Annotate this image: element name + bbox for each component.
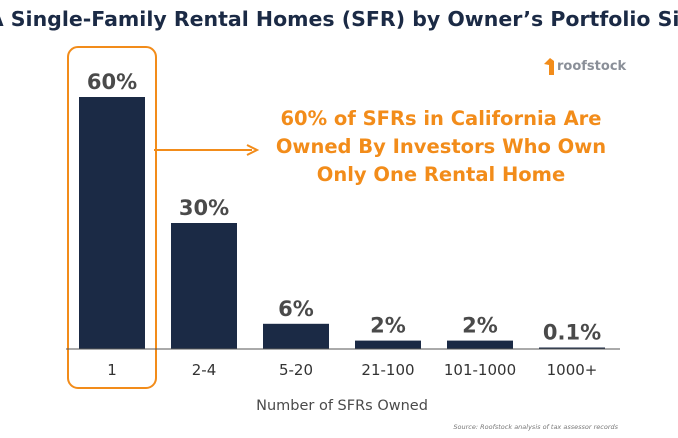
chart-title: CA Single-Family Rental Homes (SFR) by O… — [0, 7, 678, 31]
bar-5-20 — [263, 323, 329, 349]
bar-101-1000 — [447, 340, 513, 349]
bar-21-100 — [355, 340, 421, 349]
x-tick-1000+: 1000+ — [547, 361, 598, 379]
callout-arrowhead — [246, 144, 260, 156]
x-tick-2-4: 2-4 — [192, 361, 217, 379]
bar-1 — [79, 97, 145, 349]
callout-line-3: Only One Rental Home — [317, 163, 565, 186]
logo-text: roofstock — [557, 59, 627, 74]
x-tick-21-100: 21-100 — [361, 361, 414, 379]
highlight-box — [67, 46, 157, 389]
bar-2-4 — [171, 223, 237, 349]
callout-line-1: 60% of SFRs in California Are — [280, 107, 601, 130]
x-axis-label: Number of SFRs Owned — [256, 398, 428, 414]
roofstock-logo: roofstock — [544, 58, 627, 75]
callout-line-2: Owned By Investors Who Own — [276, 135, 606, 158]
bar-1000+ — [539, 347, 605, 349]
x-tick-1: 1 — [107, 361, 117, 379]
x-tick-5-20: 5-20 — [279, 361, 313, 379]
value-label-5-20: 6% — [278, 297, 314, 321]
value-label-1: 60% — [87, 70, 137, 94]
x-tick-101-1000: 101-1000 — [444, 361, 516, 379]
value-label-21-100: 2% — [370, 314, 406, 338]
callout: 60% of SFRs in California Are Owned By I… — [154, 107, 606, 186]
roof-icon — [544, 58, 554, 75]
value-label-2-4: 30% — [179, 196, 229, 220]
value-label-1000+: 0.1% — [543, 321, 601, 345]
source-note: Source: Roofstock analysis of tax assess… — [453, 423, 618, 431]
value-label-101-1000: 2% — [462, 314, 498, 338]
